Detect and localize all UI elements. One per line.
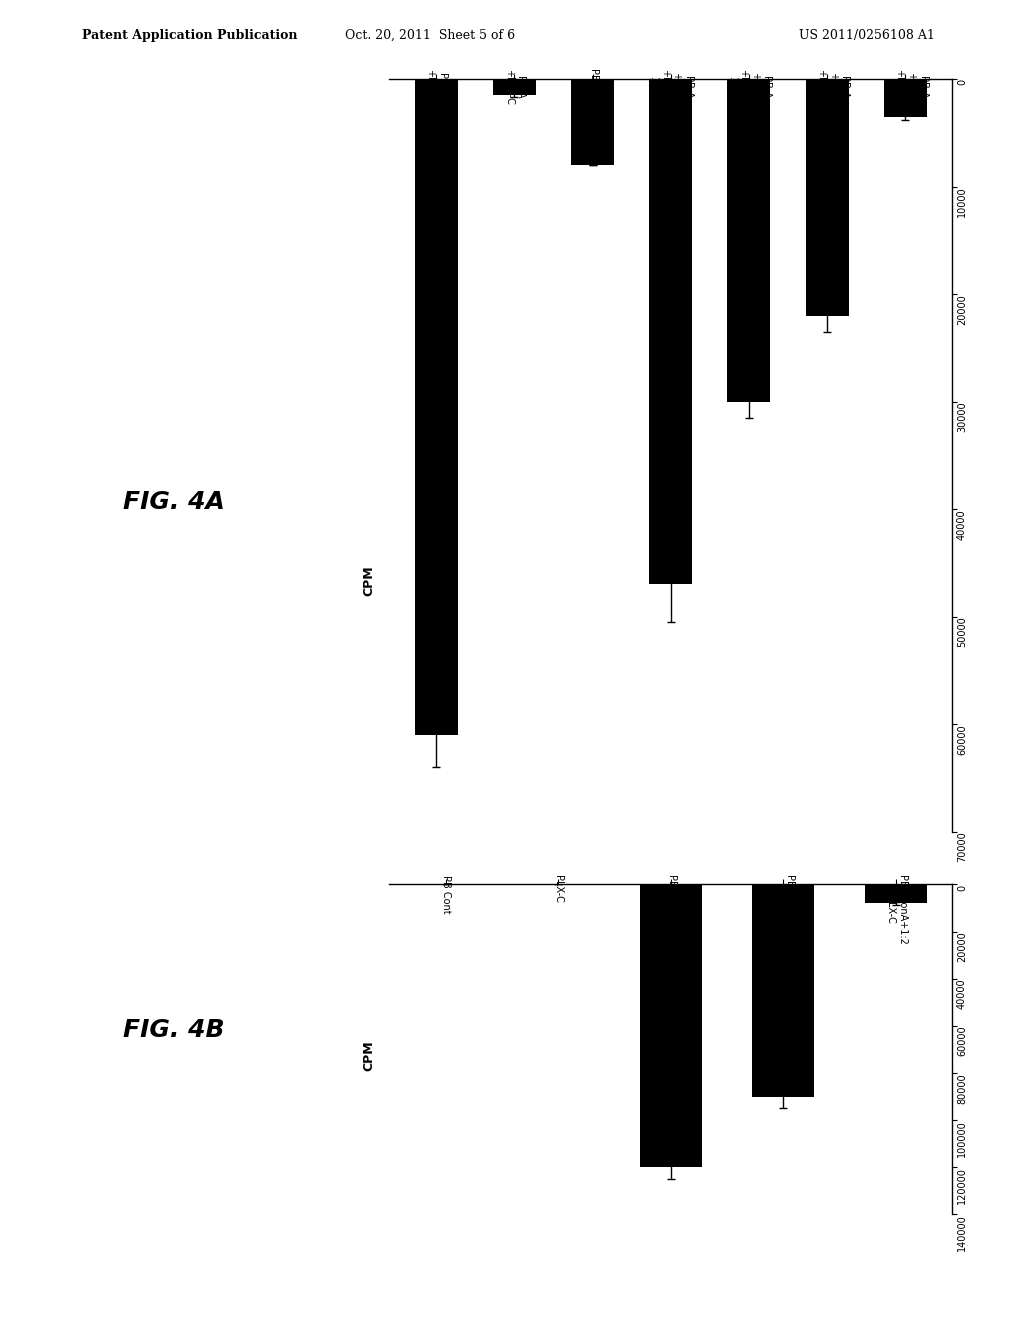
Text: US 2011/0256108 A1: US 2011/0256108 A1 [799, 29, 935, 42]
Text: CPM: CPM [362, 565, 375, 597]
Bar [640, 884, 701, 1167]
Bar [649, 79, 692, 585]
Text: Patent Application Publication: Patent Application Publication [82, 29, 297, 42]
Bar [753, 884, 814, 1097]
Bar [493, 79, 536, 95]
Text: Oct. 20, 2011  Sheet 5 of 6: Oct. 20, 2011 Sheet 5 of 6 [345, 29, 515, 42]
Bar [571, 79, 614, 165]
Text: CPM: CPM [362, 1040, 375, 1072]
Text: FIG. 4B: FIG. 4B [123, 1018, 224, 1041]
Bar [727, 79, 770, 401]
Bar [884, 79, 927, 116]
Bar [415, 79, 458, 735]
Text: FIG. 4A: FIG. 4A [123, 490, 224, 513]
Bar [865, 884, 927, 903]
Bar [806, 79, 849, 315]
